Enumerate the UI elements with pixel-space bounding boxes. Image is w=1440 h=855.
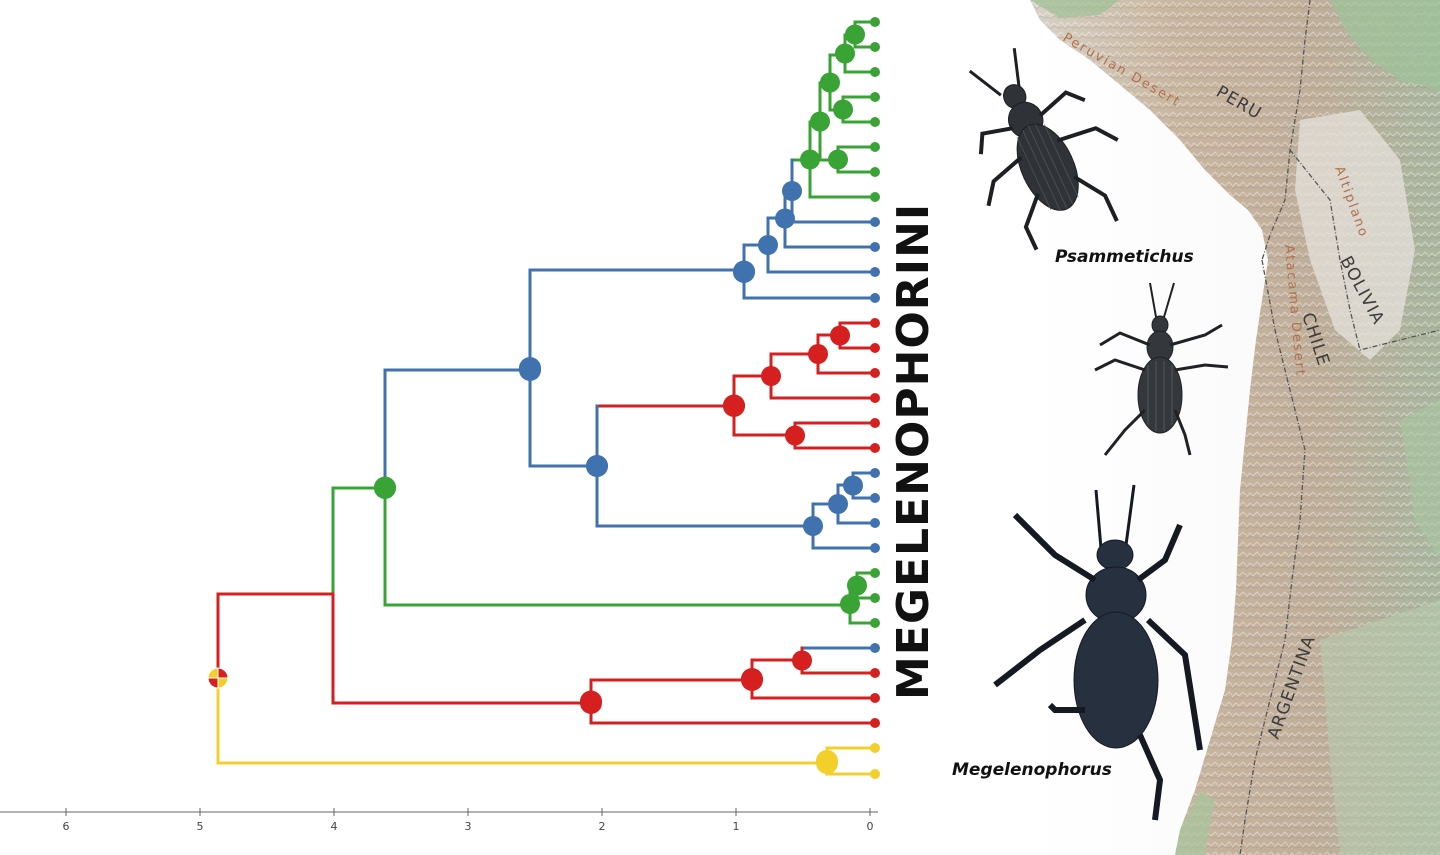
ancestral-state-marker: [374, 477, 396, 499]
tip-node: [870, 443, 880, 453]
ancestral-state-marker: [782, 181, 802, 201]
tip-node: [870, 468, 880, 478]
ancestral-state-marker: [586, 455, 608, 477]
tip-node: [870, 568, 880, 578]
beetle-psammetichus-top: [968, 47, 1119, 251]
ancestral-state-marker: [803, 516, 823, 536]
ancestral-state-marker: [741, 669, 763, 691]
tip-node: [870, 769, 880, 779]
ancestral-state-marker: [808, 344, 828, 364]
tip-node: [870, 343, 880, 353]
ancestral-state-marker: [828, 149, 848, 170]
south-america-map: Peruvian Desert PERU Altiplano BOLIVIA C…: [1030, 0, 1440, 855]
beetle-megelenophorus: [993, 484, 1203, 821]
ancestral-state-marker: [830, 325, 850, 346]
ancestral-state-marker: [758, 235, 778, 255]
time-axis: 6 5 4 3 2 1 0: [0, 808, 878, 833]
ancestral-state-marker: [833, 99, 853, 120]
ancestral-state-marker: [820, 72, 840, 93]
tip-node: [870, 217, 880, 227]
ancestral-state-marker: [775, 208, 795, 229]
ancestral-state-marker: [792, 650, 812, 671]
tip-node: [870, 643, 880, 653]
tip-node: [870, 493, 880, 503]
clade-label: MEGELENOPHORINI: [888, 203, 939, 700]
tip-node: [870, 192, 880, 202]
tip-node: [870, 618, 880, 628]
tip-node: [870, 142, 880, 152]
tip-node: [870, 593, 880, 603]
tip-node: [870, 67, 880, 77]
genus-label-psammetichus: Psammetichus: [1055, 247, 1194, 267]
ancestral-state-marker: [723, 395, 745, 417]
ancestral-state-marker: [840, 594, 860, 614]
tip-node: [870, 267, 880, 277]
phylogenetic-tree: [207, 17, 880, 779]
tip-node: [870, 693, 880, 703]
tip-node: [870, 167, 880, 177]
tip-node: [870, 42, 880, 52]
axis-tick-label: 5: [197, 820, 204, 833]
tip-node: [870, 743, 880, 753]
tip-node: [870, 543, 880, 553]
ancestral-state-marker: [835, 43, 855, 64]
tip-node: [870, 393, 880, 403]
tip-node: [870, 718, 880, 728]
tip-node: [870, 293, 880, 303]
root-state-pie: [207, 667, 229, 689]
ancestral-state-marker: [845, 24, 865, 45]
ancestral-state-marker: [785, 425, 805, 446]
tip-node: [870, 318, 880, 328]
tip-node: [870, 368, 880, 378]
tip-node: [870, 117, 880, 127]
ancestral-state-marker: [733, 261, 755, 283]
genus-label-megelenophorus: Megelenophorus: [952, 760, 1112, 780]
ancestral-state-marker: [761, 366, 781, 386]
ancestral-state-marker: [810, 111, 830, 132]
tip-node: [870, 17, 880, 27]
tip-node: [870, 668, 880, 678]
ancestral-state-marker: [843, 475, 863, 496]
ancestral-state-marker: [800, 149, 820, 170]
ancestral-state-marker: [847, 575, 867, 596]
ancestral-state-marker: [828, 494, 848, 514]
tip-node: [870, 518, 880, 528]
tip-node: [870, 418, 880, 428]
axis-tick-label: 1: [733, 820, 740, 833]
axis-tick-label: 2: [599, 820, 606, 833]
border-lines: [1239, 0, 1440, 855]
beetle-psammetichus-middle: [1094, 282, 1229, 456]
tip-node: [870, 92, 880, 102]
ancestral-state-marker: [580, 692, 602, 714]
axis-tick-label: 4: [331, 820, 338, 833]
ancestral-state-marker: [519, 359, 541, 381]
axis-tick-label: 0: [867, 820, 874, 833]
tip-node: [870, 242, 880, 252]
axis-tick-label: 3: [465, 820, 472, 833]
axis-tick-label: 6: [63, 820, 70, 833]
ancestral-state-marker: [816, 752, 838, 774]
